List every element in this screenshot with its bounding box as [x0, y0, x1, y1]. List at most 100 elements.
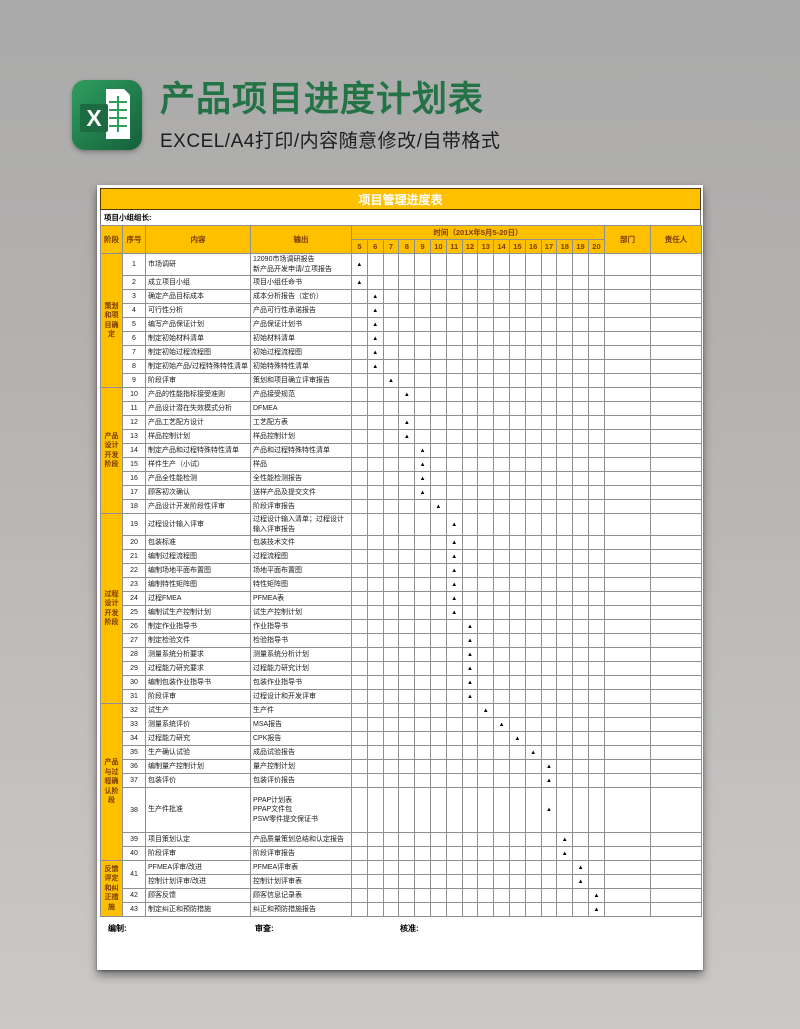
- day-cell: [398, 846, 416, 861]
- day-cell: [366, 619, 384, 634]
- output-cell: 初始特殊特性清单: [250, 359, 352, 374]
- day-cell: [398, 902, 416, 917]
- day-cell: [398, 303, 416, 318]
- day-cell: [572, 577, 589, 592]
- owner-cell: [649, 661, 702, 676]
- day-cell: [572, 717, 589, 732]
- day-cell: [587, 874, 605, 889]
- day-cell: [540, 717, 558, 732]
- day-cell: [477, 429, 495, 444]
- row-number-cell: 39: [122, 832, 146, 847]
- day-cell: [414, 331, 431, 346]
- table-row: 43 制定纠正和预防措施 纠正和预防措施报告 ▲: [101, 902, 702, 917]
- day-cell: [398, 289, 416, 304]
- day-cell: [540, 499, 558, 514]
- day-cell: [477, 860, 495, 875]
- day-cell: [477, 619, 495, 634]
- day-cell: [477, 471, 495, 486]
- day-cell: [366, 429, 384, 444]
- day-cell: [524, 675, 542, 690]
- day-cell: [445, 647, 463, 662]
- day-cell: [382, 443, 400, 458]
- day-header: 18: [556, 239, 574, 254]
- col-header-dept: 部门: [603, 225, 651, 254]
- day-cell: [398, 549, 416, 564]
- day-cell: [493, 860, 510, 875]
- day-cell: [414, 345, 431, 360]
- day-cell: [351, 289, 368, 304]
- day-cell: [477, 253, 495, 276]
- output-cell: 过程能力研究计划: [250, 661, 352, 676]
- day-cell: [572, 846, 589, 861]
- day-cell: [414, 633, 431, 648]
- day-cell: [524, 471, 542, 486]
- row-number-cell: 12: [122, 415, 146, 430]
- day-cell: [508, 773, 526, 788]
- day-cell: [508, 471, 526, 486]
- day-cell: [351, 401, 368, 416]
- day-cell: [351, 832, 368, 847]
- day-cell: [587, 773, 605, 788]
- table-row: 8 制定初始产品/过程特殊特性清单 初始特殊特性清单 ▲: [101, 359, 702, 374]
- day-cell: [445, 888, 463, 903]
- day-cell: [572, 443, 589, 458]
- day-cell: [508, 605, 526, 620]
- header-row-1: 阶段 序号 内容 输出 时间（201X年5月5-20日） 部门 责任人: [100, 225, 702, 254]
- day-cell: [382, 289, 400, 304]
- day-cell: [366, 471, 384, 486]
- day-cell: [414, 689, 431, 704]
- day-cell: [414, 745, 431, 760]
- row-number-cell: 41: [122, 860, 146, 889]
- dept-cell: [603, 787, 651, 833]
- col-header-content: 内容: [145, 225, 251, 254]
- day-cell: [477, 549, 495, 564]
- day-cell: [477, 633, 495, 648]
- row-number-cell: 7: [122, 345, 146, 360]
- day-cell: [540, 675, 558, 690]
- day-header: 6: [366, 239, 384, 254]
- day-cell: [477, 731, 495, 746]
- day-cell: [351, 331, 368, 346]
- milestone-marker: ▲: [445, 549, 463, 564]
- day-cell: [414, 253, 431, 276]
- day-cell: [508, 745, 526, 760]
- day-cell: [398, 759, 416, 774]
- day-cell: [461, 759, 479, 774]
- day-cell: [445, 303, 463, 318]
- day-cell: [524, 331, 542, 346]
- day-cell: [414, 717, 431, 732]
- milestone-marker: ▲: [556, 832, 574, 847]
- day-cell: [572, 331, 589, 346]
- table-title: 项目管理进度表: [100, 188, 701, 210]
- content-cell: 过程FMEA: [145, 591, 251, 606]
- content-cell: 试生产: [145, 703, 251, 718]
- day-cell: [366, 787, 384, 833]
- content-cell: 过程能力研究: [145, 731, 251, 746]
- milestone-marker: ▲: [445, 513, 463, 536]
- day-cell: [461, 902, 479, 917]
- day-cell: [429, 647, 447, 662]
- day-cell: [540, 902, 558, 917]
- content-cell: 产品设计开发阶段性评审: [145, 499, 251, 514]
- day-cell: [508, 331, 526, 346]
- day-cell: [572, 429, 589, 444]
- day-cell: [414, 549, 431, 564]
- day-cell: [414, 661, 431, 676]
- col-header-time-group: 时间（201X年5月5-20日）: [351, 225, 605, 240]
- table-row: 24 过程FMEA PFMEA表 ▲: [101, 591, 702, 606]
- day-cell: [493, 633, 510, 648]
- day-cell: [524, 535, 542, 550]
- output-cell: 产品保证计划书: [250, 317, 352, 332]
- table-row: 12 产品工艺配方设计 工艺配方表 ▲: [101, 415, 702, 430]
- day-cell: [508, 253, 526, 276]
- dept-cell: [603, 499, 651, 514]
- day-cell: [382, 275, 400, 290]
- day-cell: [382, 675, 400, 690]
- day-cell: [493, 846, 510, 861]
- output-cell: 过程流程图: [250, 549, 352, 564]
- day-cell: [382, 471, 400, 486]
- owner-cell: [649, 443, 702, 458]
- excel-icon: X: [72, 80, 142, 150]
- day-cell: [382, 888, 400, 903]
- day-cell: [366, 832, 384, 847]
